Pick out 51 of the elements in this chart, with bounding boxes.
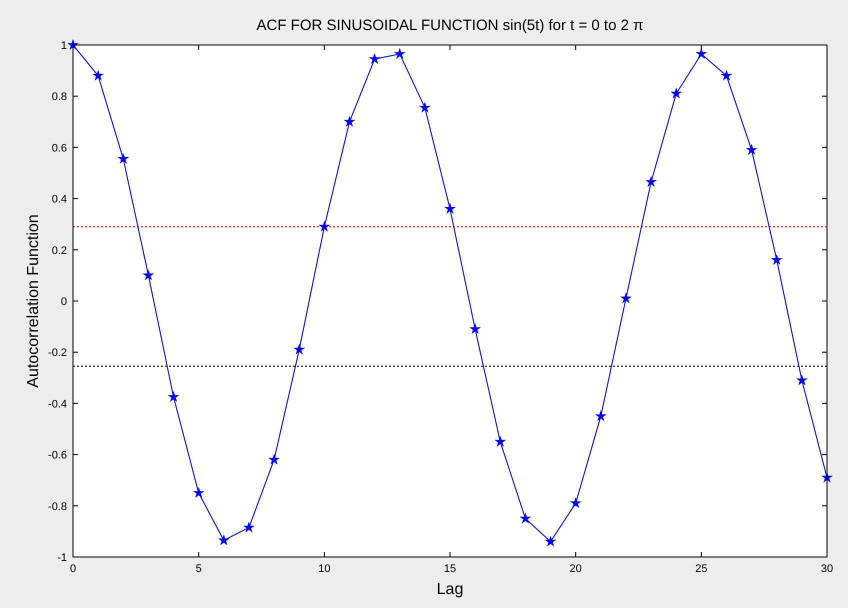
point <box>772 255 782 264</box>
point <box>646 177 656 186</box>
y-tick-label: -0.4 <box>48 398 67 410</box>
point <box>445 204 455 213</box>
y-tick-label: 1 <box>60 40 67 52</box>
y-tick-label: -0.6 <box>48 450 67 462</box>
y-axis-title: Autocorrelation Function <box>25 214 42 388</box>
chart-title: ACF FOR SINUSOIDAL FUNCTION sin(5t) for t = 0 to 2 π <box>256 17 644 34</box>
point <box>118 154 128 163</box>
point <box>722 70 732 80</box>
x-tick-label: 15 <box>444 563 456 575</box>
point <box>144 270 154 280</box>
point <box>496 436 505 446</box>
point <box>269 454 279 464</box>
y-tick-label: -0.2 <box>48 347 67 360</box>
y-tick-label: 0.6 <box>52 142 67 154</box>
x-tick-label: 25 <box>695 563 708 575</box>
point <box>194 488 204 498</box>
y-tick-label: -0.8 <box>48 500 67 513</box>
x-axis-title: Lag <box>436 581 464 598</box>
point <box>671 88 681 98</box>
point <box>797 375 807 384</box>
y-tick-label: 0.2 <box>52 244 67 257</box>
point <box>93 70 103 80</box>
point <box>395 49 404 58</box>
point <box>570 498 580 508</box>
y-tick-label: 0.8 <box>52 91 67 104</box>
point <box>546 536 556 546</box>
x-tick-label: 5 <box>196 563 202 575</box>
y-tick-label: 0.4 <box>52 194 67 206</box>
y-tick-label: -1 <box>57 552 67 564</box>
y-tick-label: 0 <box>60 296 67 308</box>
x-tick-label: 0 <box>70 563 76 575</box>
point <box>596 411 606 420</box>
point <box>370 54 380 64</box>
point <box>68 40 78 50</box>
point <box>621 294 631 303</box>
point <box>420 102 430 112</box>
point <box>168 392 178 402</box>
point <box>294 344 304 354</box>
point <box>244 522 254 532</box>
x-tick-label: 20 <box>570 563 582 575</box>
x-tick-label: 30 <box>820 563 834 575</box>
point <box>344 116 354 126</box>
point <box>470 324 480 334</box>
x-tick-label: 10 <box>318 563 330 575</box>
point <box>219 535 229 544</box>
point <box>696 49 706 58</box>
point <box>746 145 756 154</box>
point <box>320 222 330 231</box>
point <box>520 514 530 523</box>
